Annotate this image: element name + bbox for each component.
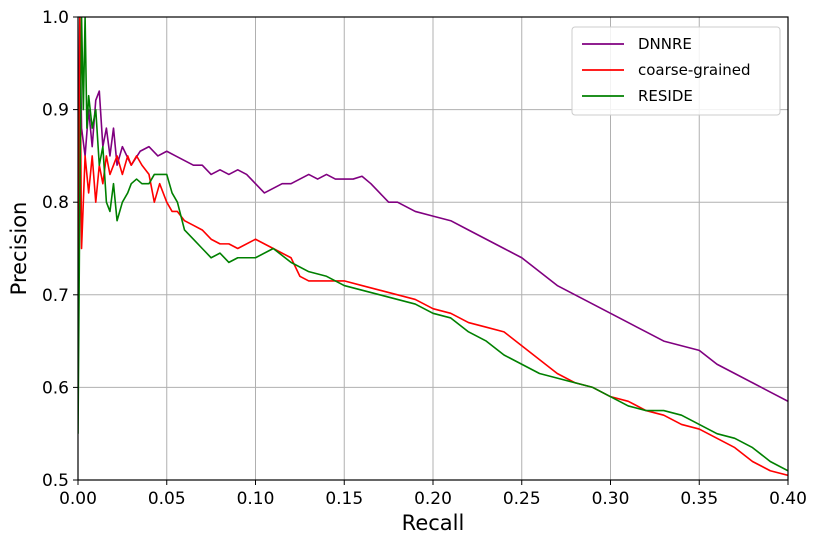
series-line-1 [78,17,788,402]
legend-label: coarse-grained [638,61,751,79]
y-axis-ticks: 0.5 0.6 0.7 0.8 0.9 1.0 [42,8,78,491]
x-tick-label: 0.05 [148,489,186,509]
x-tick-label: 0.35 [680,489,718,509]
x-axis-ticks: 0.00 0.05 0.10 0.15 0.20 0.25 0.30 0.35 0.40 [59,480,807,509]
x-tick-label: 0.20 [414,489,452,509]
legend: DNNRE coarse-grained RESIDE [571,26,781,116]
x-tick-label: 0.10 [237,489,275,509]
legend-box [571,26,781,116]
legend-entries: DNNRE coarse-grained RESIDE [582,35,751,105]
x-axis-title: Recall [402,511,465,533]
x-tick-label: 0.25 [503,489,541,509]
y-tick-label: 0.9 [42,101,69,121]
y-tick-label: 0.6 [42,378,69,398]
series-lines [78,17,788,477]
series-line-3 [78,17,788,472]
x-tick-label: 0.30 [592,489,630,509]
y-tick-label: 0.5 [42,471,69,491]
x-tick-label: 0.15 [325,489,363,509]
y-tick-label: 0.8 [42,193,69,213]
x-tick-label: 0.00 [59,489,97,509]
y-tick-label: 0.7 [42,286,69,306]
y-axis-title: Precision [7,202,31,296]
x-tick-label: 0.40 [769,489,807,509]
legend-label: RESIDE [638,87,693,105]
legend-label: DNNRE [638,35,692,53]
y-tick-label: 1.0 [42,8,69,28]
